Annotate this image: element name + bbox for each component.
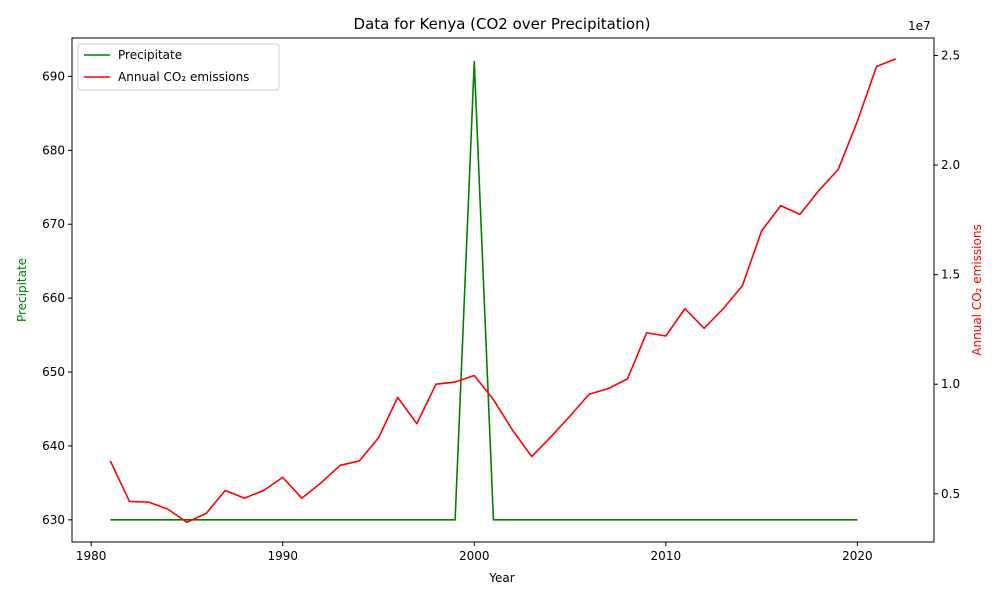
right-y-tick-label: 0.5 [941, 487, 960, 501]
left-y-tick-label: 670 [42, 217, 65, 231]
right-y-tick-label: 1.0 [941, 377, 960, 391]
left-y-tick-label: 660 [42, 291, 65, 305]
right-y-tick-label: 2.5 [941, 49, 960, 63]
axes: 1980 1990 2000 2010 2020 630 640 650 660 670 680 69… [42, 37, 960, 563]
left-y-tick-label: 680 [42, 143, 65, 157]
right-y-tick-label: 2.0 [941, 158, 960, 172]
x-tick-label: 2000 [459, 549, 490, 563]
x-axis-label: Year [488, 571, 514, 585]
legend-label-co2: Annual CO₂ emissions [118, 70, 249, 84]
legend-box [77, 43, 280, 91]
axes-frame [71, 37, 935, 543]
co2-series-line [109, 58, 896, 524]
right-y-tick-label: 1.5 [941, 268, 960, 282]
left-y-tick-label: 690 [42, 69, 65, 83]
plot-area [109, 58, 896, 524]
x-tick-label: 1990 [267, 549, 298, 563]
chart-title: Data for Kenya (CO2 over Precipitation) [354, 15, 651, 33]
x-tick-label: 2010 [651, 549, 682, 563]
legend: Precipitate Annual CO₂ emissions [77, 43, 280, 91]
left-y-tick-label: 630 [42, 513, 65, 527]
left-y-tick-label: 640 [42, 439, 65, 453]
left-axis-label: Precipitate [15, 258, 29, 322]
x-tick-label: 2020 [842, 549, 873, 563]
legend-label-precipitate: Precipitate [118, 48, 182, 62]
right-axis-multiplier: 1e7 [908, 19, 931, 33]
x-tick-label: 1980 [76, 549, 107, 563]
precipitate-series-line [110, 60, 858, 521]
right-axis-label: Annual CO₂ emissions [970, 224, 984, 355]
left-y-tick-label: 650 [42, 365, 65, 379]
